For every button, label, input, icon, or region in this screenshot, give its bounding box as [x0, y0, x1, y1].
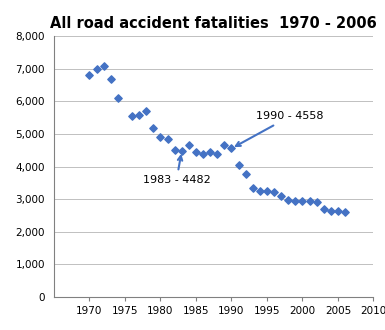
Point [221, 143, 228, 148]
Point [243, 171, 249, 177]
Point [150, 125, 156, 130]
Text: 1990 - 4558: 1990 - 4558 [236, 112, 324, 146]
Point [157, 135, 164, 140]
Point [172, 148, 178, 153]
Point [300, 198, 306, 204]
Point [200, 151, 206, 156]
Point [321, 206, 327, 212]
Point [328, 208, 334, 213]
Title: All road accident fatalities  1970 - 2006: All road accident fatalities 1970 - 2006 [50, 16, 377, 31]
Point [257, 188, 263, 194]
Point [236, 162, 242, 168]
Point [214, 151, 220, 156]
Point [278, 193, 284, 199]
Point [264, 188, 270, 194]
Point [94, 66, 100, 72]
Point [108, 76, 114, 81]
Point [285, 197, 291, 203]
Point [271, 189, 277, 195]
Point [115, 96, 121, 101]
Point [100, 63, 107, 68]
Point [335, 208, 341, 213]
Point [313, 200, 320, 205]
Point [292, 198, 298, 204]
Point [186, 143, 192, 148]
Point [193, 149, 199, 155]
Point [129, 114, 135, 119]
Point [86, 73, 92, 78]
Point [228, 146, 234, 151]
Point [143, 109, 149, 114]
Point [249, 185, 256, 190]
Point [207, 149, 213, 155]
Text: 1983 - 4482: 1983 - 4482 [143, 156, 211, 185]
Point [306, 198, 313, 204]
Point [164, 136, 171, 142]
Point [179, 148, 185, 153]
Point [136, 112, 142, 117]
Point [342, 210, 348, 215]
